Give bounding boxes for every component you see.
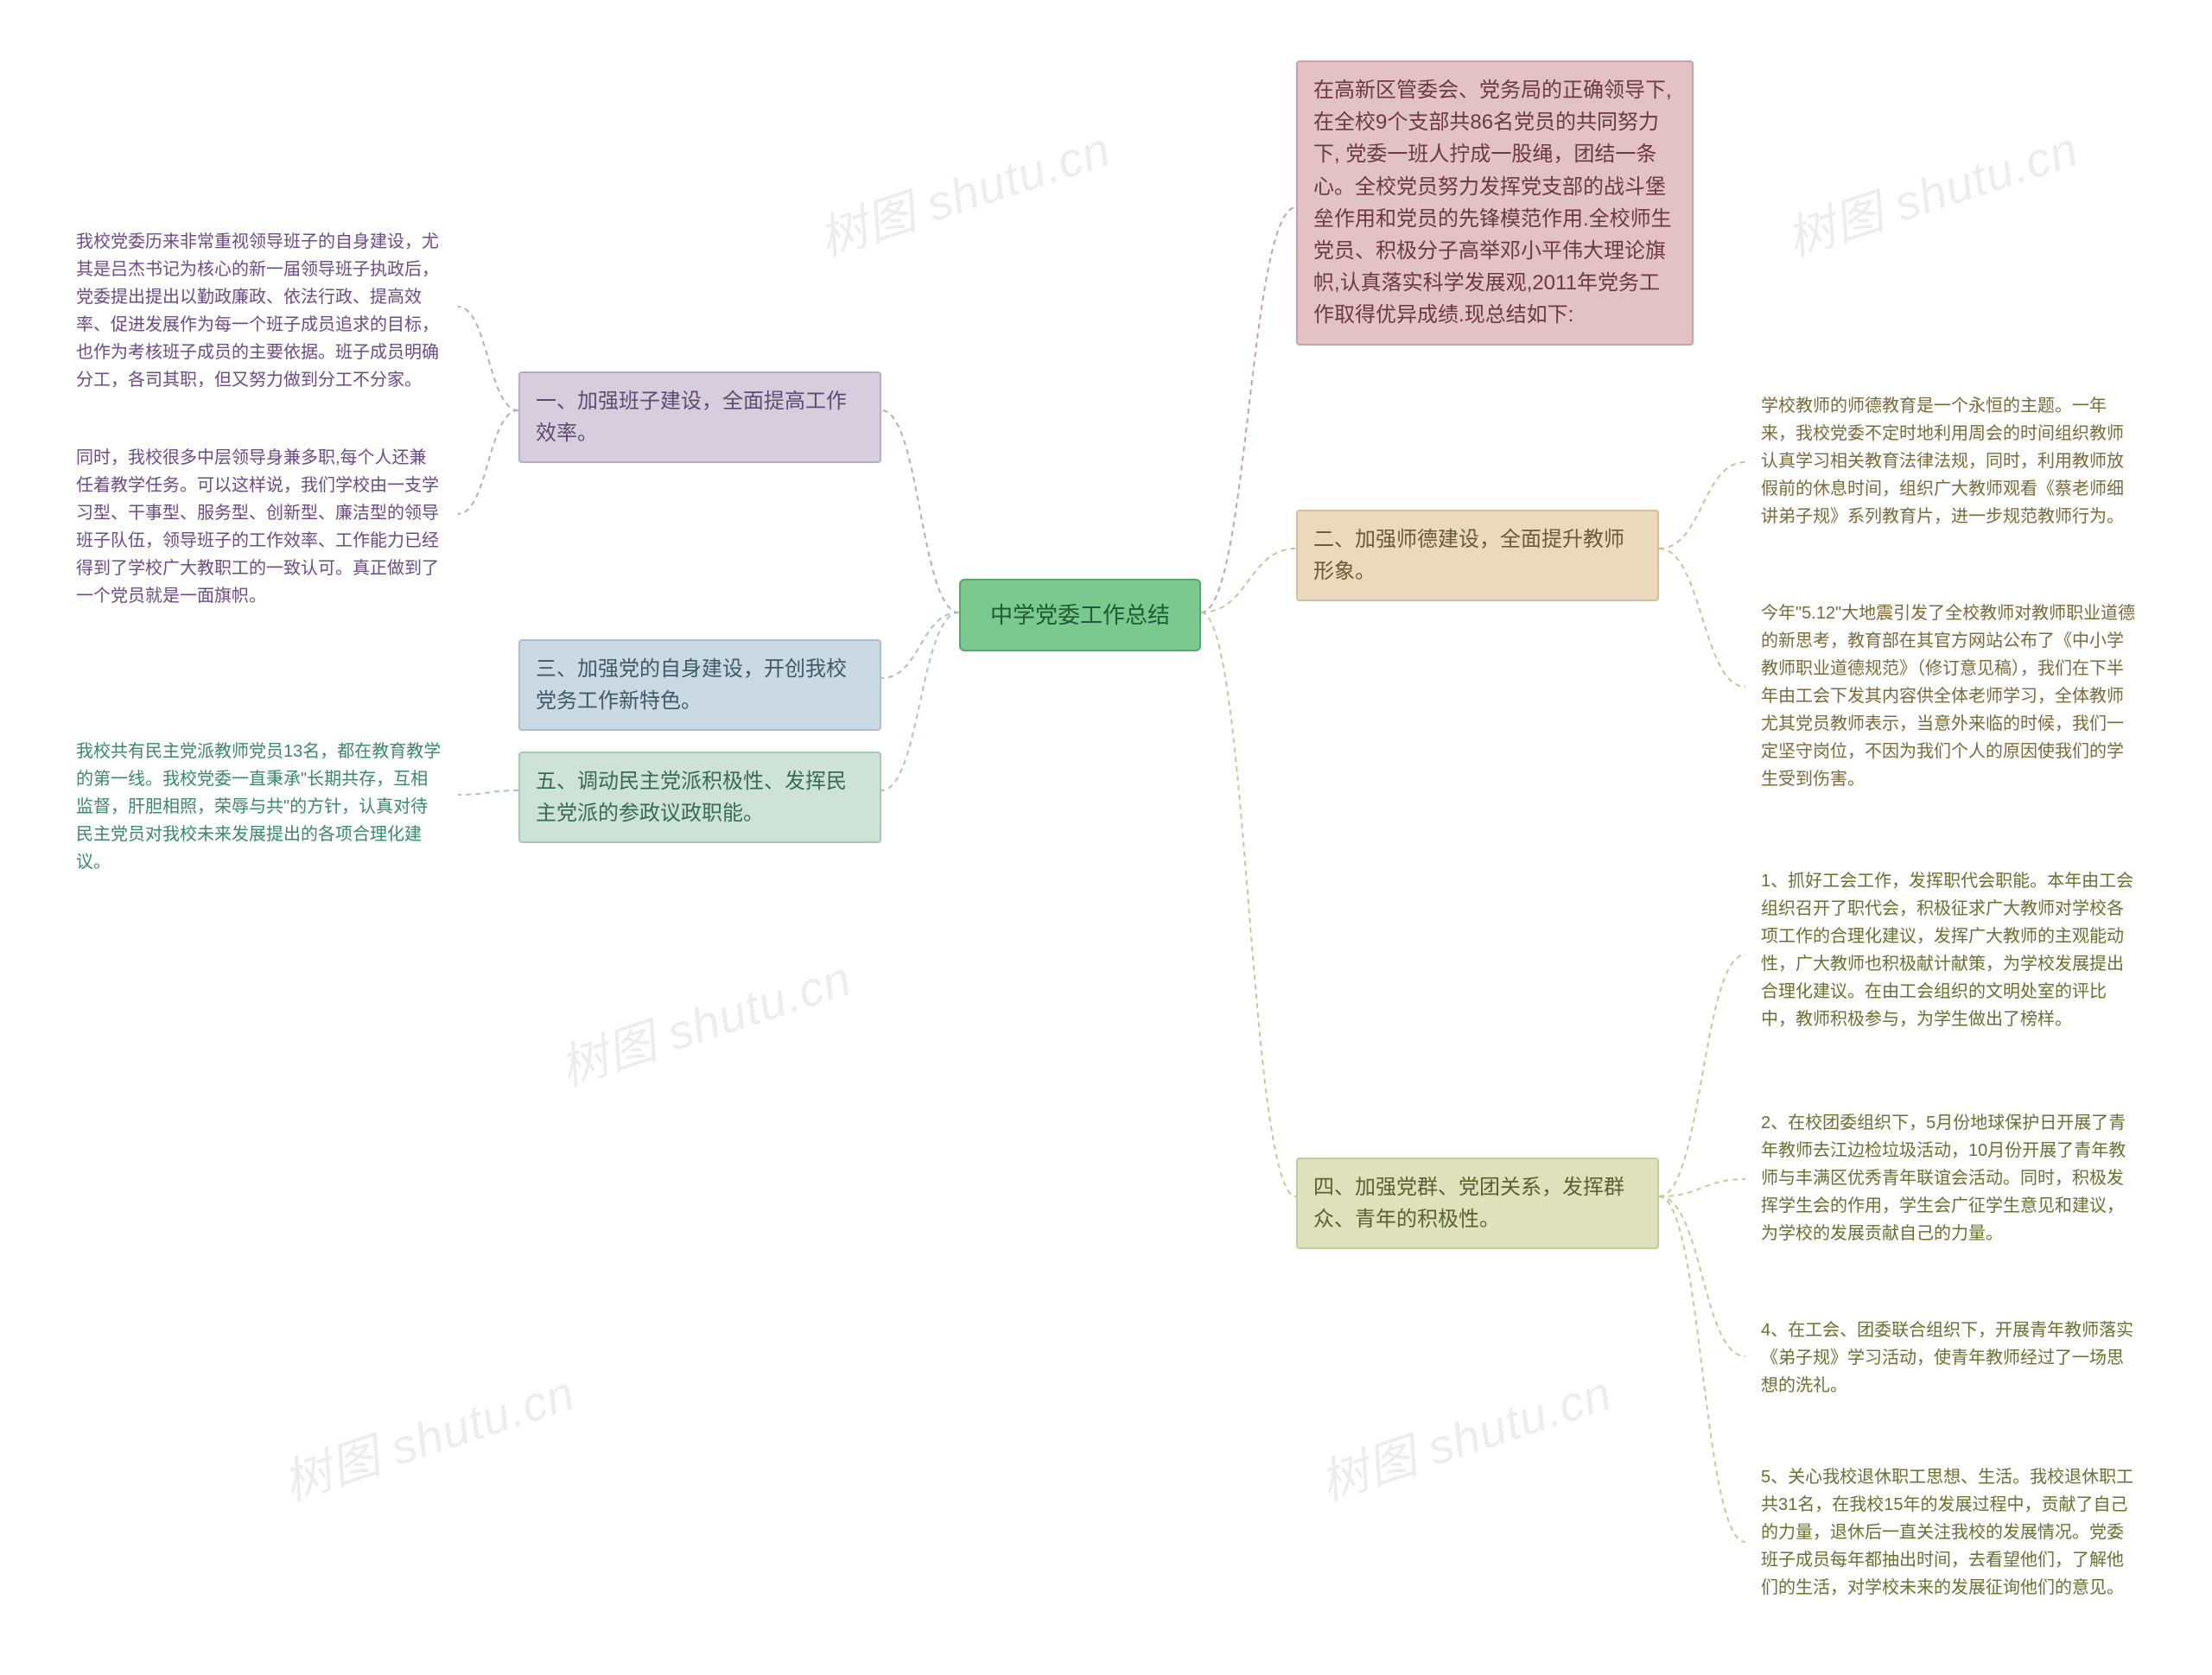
leaf-b1l1: 我校党委历来非常重视领导班子的自身建设，尤其是吕杰书记为核心的新一届领导班子执政…: [60, 216, 458, 406]
watermark: 树图 shutu.cn: [273, 1355, 582, 1514]
connector: [881, 612, 959, 790]
connector: [458, 307, 518, 410]
connector: [1659, 1196, 1745, 1542]
connector: [1201, 207, 1296, 612]
connector: [1659, 1196, 1745, 1356]
leaf-b4l4: 5、关心我校退休职工思想、生活。我校退休职工共31名，在我校15年的发展过程中，…: [1745, 1451, 2152, 1614]
connector: [1659, 1179, 1745, 1196]
leaf-b1l2: 同时，我校很多中层领导身兼多职,每个人还兼任着教学任务。可以这样说，我们学校由一…: [60, 432, 458, 622]
branch-intro: 在高新区管委会、党务局的正确领导下,在全校9个支部共86名党员的共同努力下, 党…: [1296, 60, 1694, 346]
mindmap-canvas: 树图 shutu.cn 树图 shutu.cn 树图 shutu.cn 树图 shut…: [0, 0, 2212, 1675]
watermark: 树图 shutu.cn: [809, 111, 1118, 270]
leaf-b2l2: 今年"5.12"大地震引发了全校教师对教师职业道德的新思考，教育部在其官方网站公…: [1745, 587, 2152, 805]
leaf-b4l2: 2、在校团委组织下，5月份地球保护日开展了青年教师去江边检垃圾活动，10月份开展…: [1745, 1097, 2152, 1259]
leaf-b4l1: 1、抓好工会工作，发挥职代会职能。本年由工会组织召开了职代会，积极征求广大教师对…: [1745, 855, 2152, 1045]
watermark: 树图 shutu.cn: [1777, 111, 2086, 270]
leaf-b4l3: 4、在工会、团委联合组织下，开展青年教师落实《弟子规》学习活动，使青年教师经过了…: [1745, 1304, 2152, 1412]
watermark: 树图 shutu.cn: [550, 940, 859, 1100]
connector: [458, 790, 518, 795]
watermark: 树图 shutu.cn: [1310, 1355, 1619, 1514]
leaf-b5l1: 我校共有民主党派教师党员13名，都在教育教学的第一线。我校党委一直秉承"长期共存…: [60, 726, 458, 888]
connector: [1659, 955, 1745, 1196]
root-node: 中学党委工作总结: [959, 579, 1201, 651]
branch-b3: 三、加强党的自身建设，开创我校党务工作新特色。: [518, 639, 881, 731]
connector: [458, 410, 518, 514]
branch-b1: 一、加强班子建设，全面提高工作效率。: [518, 371, 881, 463]
leaf-b2l1: 学校教师的师德教育是一个永恒的主题。一年来，我校党委不定时地利用周会的时间组织教…: [1745, 380, 2152, 542]
connector: [1659, 462, 1745, 549]
connector: [1201, 549, 1296, 612]
branch-b5: 五、调动民主党派积极性、发挥民主党派的参政议政职能。: [518, 752, 881, 843]
connector: [1201, 612, 1296, 1196]
connector: [1659, 549, 1745, 687]
connector: [881, 612, 959, 678]
branch-b4: 四、加强党群、党团关系，发挥群众、青年的积极性。: [1296, 1158, 1659, 1249]
connector: [881, 410, 959, 612]
branch-b2: 二、加强师德建设，全面提升教师形象。: [1296, 510, 1659, 601]
